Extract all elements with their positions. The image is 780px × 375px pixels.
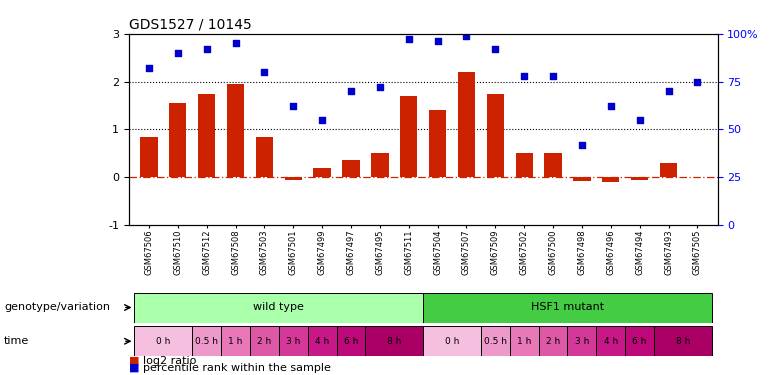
Point [691, 79, 704, 85]
Text: genotype/variation: genotype/variation [4, 303, 110, 312]
Point [460, 33, 473, 39]
Point [143, 65, 155, 71]
Text: log2 ratio: log2 ratio [143, 356, 196, 366]
Bar [400, 96, 417, 177]
Text: 1 h: 1 h [517, 337, 531, 346]
Text: 0.5 h: 0.5 h [484, 337, 507, 346]
Point [547, 73, 559, 79]
Bar [169, 103, 186, 177]
Bar [544, 153, 562, 177]
Point [172, 50, 184, 56]
Bar [626, 326, 654, 356]
Bar [365, 326, 424, 356]
Bar [314, 168, 331, 177]
Bar [660, 163, 677, 177]
Text: 6 h: 6 h [344, 337, 358, 346]
Bar [285, 177, 302, 180]
Text: ■: ■ [129, 363, 143, 373]
Bar [227, 84, 244, 177]
Bar [250, 326, 278, 356]
Text: GDS1527 / 10145: GDS1527 / 10145 [129, 17, 251, 31]
Point [431, 38, 444, 44]
Text: 0 h: 0 h [156, 337, 171, 346]
Bar [342, 160, 360, 177]
Bar [573, 177, 590, 181]
Text: ■: ■ [129, 356, 143, 366]
Bar [510, 326, 539, 356]
Bar [424, 292, 712, 322]
Point [316, 117, 328, 123]
Point [489, 46, 502, 52]
Bar [371, 153, 388, 177]
Bar [424, 326, 481, 356]
Text: time: time [4, 336, 29, 346]
Text: percentile rank within the sample: percentile rank within the sample [143, 363, 331, 373]
Point [662, 88, 675, 94]
Text: 0.5 h: 0.5 h [195, 337, 218, 346]
Bar [597, 326, 626, 356]
Point [345, 88, 357, 94]
Bar [307, 326, 336, 356]
Bar [539, 326, 568, 356]
Bar [140, 136, 158, 177]
Text: 3 h: 3 h [286, 337, 300, 346]
Bar [481, 326, 510, 356]
Bar [654, 326, 712, 356]
Bar [134, 292, 424, 322]
Text: 8 h: 8 h [675, 337, 690, 346]
Point [200, 46, 213, 52]
Bar [458, 72, 475, 177]
Text: 2 h: 2 h [257, 337, 271, 346]
Text: 1 h: 1 h [229, 337, 243, 346]
Point [402, 36, 415, 42]
Text: HSF1 mutant: HSF1 mutant [531, 303, 604, 312]
Text: 2 h: 2 h [546, 337, 560, 346]
Bar [192, 326, 221, 356]
Bar [568, 326, 597, 356]
Point [604, 104, 617, 110]
Bar [198, 93, 215, 177]
Point [287, 104, 300, 110]
Point [576, 142, 588, 148]
Bar [429, 110, 446, 177]
Bar [221, 326, 250, 356]
Text: 4 h: 4 h [315, 337, 329, 346]
Point [229, 40, 242, 46]
Bar [256, 136, 273, 177]
Text: 4 h: 4 h [604, 337, 618, 346]
Bar [631, 177, 648, 180]
Point [258, 69, 271, 75]
Point [374, 84, 386, 90]
Text: 3 h: 3 h [575, 337, 589, 346]
Bar [487, 93, 504, 177]
Bar [516, 153, 533, 177]
Bar [336, 326, 365, 356]
Point [518, 73, 530, 79]
Text: 6 h: 6 h [633, 337, 647, 346]
Bar [278, 326, 307, 356]
Bar [134, 326, 192, 356]
Bar [602, 177, 619, 182]
Text: 8 h: 8 h [387, 337, 402, 346]
Text: 0 h: 0 h [445, 337, 459, 346]
Text: wild type: wild type [254, 303, 304, 312]
Point [633, 117, 646, 123]
